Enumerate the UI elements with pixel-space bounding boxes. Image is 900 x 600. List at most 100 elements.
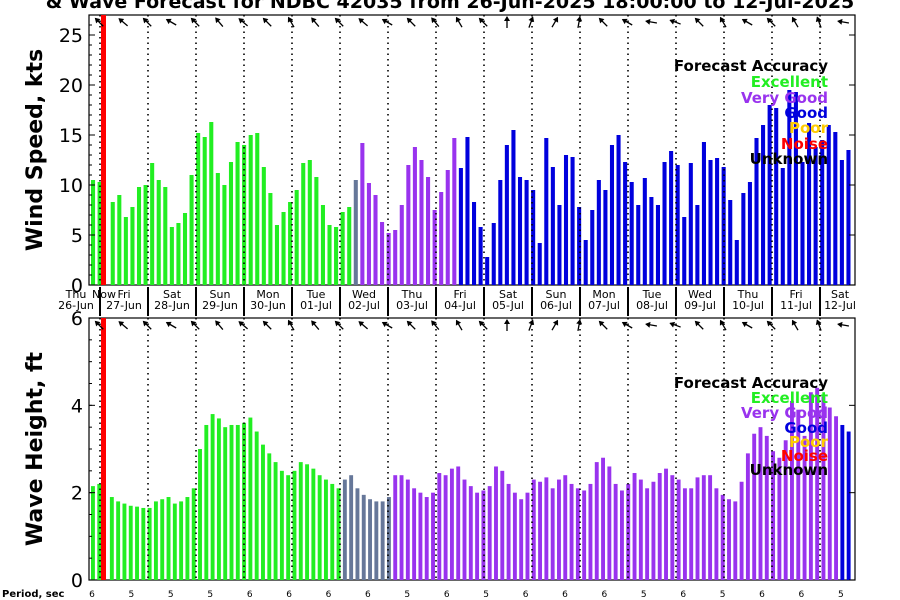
bar [235,142,240,285]
bar [708,160,713,285]
period-value: 6 [759,590,765,600]
bar [204,424,209,580]
day-date-label: 27-Jun [106,299,142,312]
bar [176,223,181,285]
bar [374,501,379,580]
period-label: Period, sec [2,589,65,600]
direction-arrow-icon [598,17,608,27]
bar [166,497,171,580]
wave-height-plot: 0 2 4 6 [71,308,855,592]
bar [813,147,818,285]
direction-arrow-icon [94,17,104,27]
day-name-label: Sat [831,288,850,301]
bar [596,180,601,285]
direction-arrow-icon [190,320,200,330]
bar [651,481,656,580]
period-value: 6 [562,590,568,600]
bar [449,468,454,580]
direction-arrow-icon [621,321,633,329]
bar [544,477,549,580]
direction-arrow-icon [598,320,608,330]
day-name-label: Mon [592,288,615,301]
bar [281,212,286,285]
direction-arrow-icon [741,18,753,26]
bar [128,505,133,580]
direction-arrow-icon [358,321,369,330]
bar [179,501,184,580]
bar [334,227,339,285]
direction-arrow-icon [551,319,559,331]
y-tick-label: 10 [59,175,83,197]
bar [135,506,139,580]
bar [456,466,461,580]
bar [583,240,588,285]
direction-arrow-icon [334,320,344,330]
wave-legend: Forecast Accuracy Excellent Very Good Go… [674,374,829,479]
day-date-label: 01-Jul [300,299,332,312]
direction-arrow-icon [504,16,510,28]
direction-arrow-icon [694,17,704,27]
legend-noise: Noise [781,135,828,153]
bar [185,497,190,580]
bar [670,475,675,580]
bar [638,479,643,580]
direction-arrow-icon [165,321,177,329]
bar [223,427,228,580]
day-date-label: 12-Jul [824,299,856,312]
day-name-label: Sat [163,288,182,301]
bar [91,180,96,285]
bar [588,483,593,580]
day-name-label: Wed [352,288,376,301]
bar [122,503,127,580]
bar [360,143,365,285]
direction-arrow-icon [791,16,799,28]
bar [191,488,196,580]
bar [632,473,637,580]
bar [141,507,146,580]
bar [607,466,612,580]
bar [209,122,214,285]
bar [839,160,844,285]
bar [465,137,470,285]
bar [242,145,247,285]
day-date-label: 03-Jul [396,299,428,312]
direction-arrow-icon [528,319,535,331]
bar [728,200,733,285]
bar [475,492,480,580]
bar [472,202,477,285]
legend-good: Good [784,419,828,437]
period-value: 6 [365,590,371,600]
day-date-label: 26-Jun [58,299,94,312]
bar [577,207,582,285]
bar [550,167,555,285]
bar [754,138,759,285]
bar [342,479,347,580]
bar [279,470,284,580]
direction-arrow-icon [311,17,320,28]
bar [305,464,310,580]
period-value: 5 [168,590,174,600]
bar [228,162,234,285]
bar [242,422,247,580]
bar [708,475,713,580]
period-value: 5 [207,590,213,600]
bar [286,475,291,580]
direction-arrow-icon [741,321,753,329]
bar [487,486,492,580]
bar [619,490,624,580]
direction-arrow-icon [791,319,799,331]
direction-arrow-icon [215,17,224,28]
period-value: 6 [286,590,292,600]
bar [519,499,524,580]
bar [752,433,757,580]
bar [419,160,424,285]
period-value: 6 [247,590,253,600]
direction-arrow-icon [381,321,393,329]
direction-arrow-icon [431,320,440,331]
bar [294,190,299,285]
bar [833,132,838,285]
bar [590,210,595,285]
direction-arrow-icon [694,320,704,330]
legend-noise: Noise [781,447,828,465]
bar [254,431,259,580]
